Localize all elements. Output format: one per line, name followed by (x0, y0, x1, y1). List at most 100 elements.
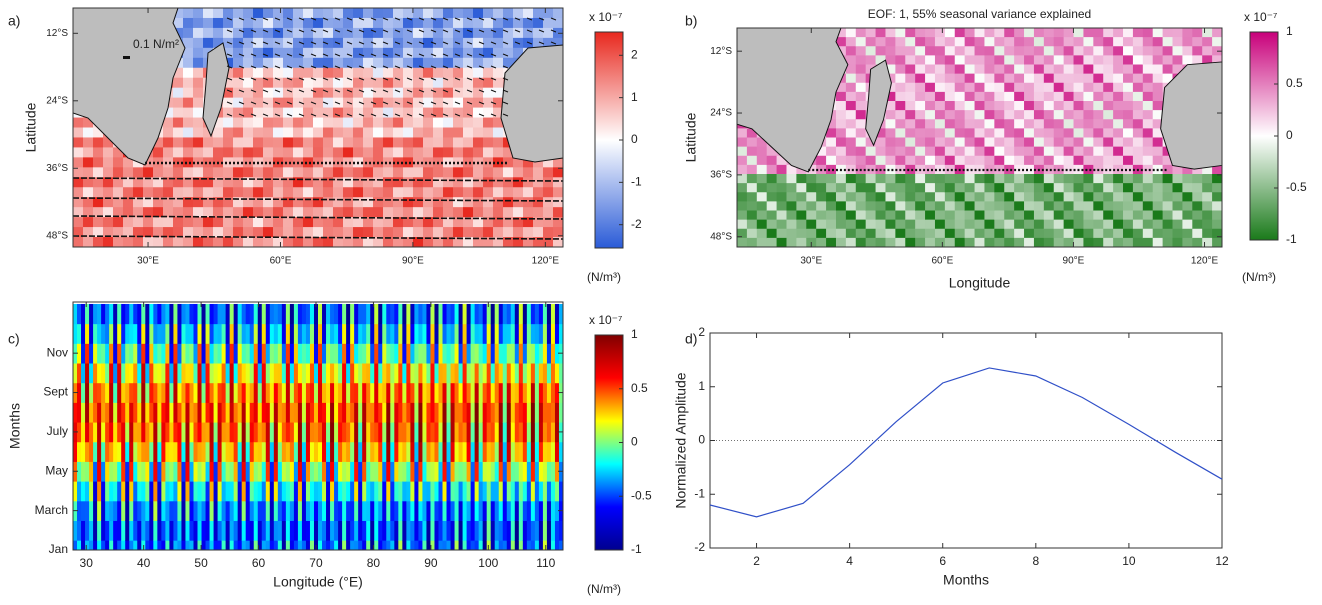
field-texture (413, 47, 424, 59)
field-texture (203, 17, 214, 29)
field-texture (450, 323, 456, 344)
field-texture (446, 422, 452, 443)
field-texture (326, 323, 331, 344)
field-texture (161, 520, 166, 541)
field-texture (466, 500, 472, 521)
field-texture (503, 187, 514, 198)
field-texture (173, 177, 184, 188)
field-texture (338, 481, 343, 502)
vector (514, 29, 521, 33)
field-texture (493, 167, 504, 178)
field-texture (353, 177, 364, 188)
field-texture (203, 37, 214, 49)
field-texture (213, 117, 224, 128)
field-texture (766, 174, 778, 184)
field-texture (221, 481, 227, 502)
vector (370, 53, 377, 57)
field-texture (413, 77, 424, 89)
field-texture (323, 87, 334, 99)
field-texture (1093, 110, 1104, 120)
field-texture (402, 402, 407, 423)
field-texture (558, 441, 563, 462)
field-texture (370, 441, 375, 462)
field-texture (1053, 137, 1065, 148)
field-texture (261, 500, 267, 521)
field-texture (133, 323, 138, 344)
field-texture (1103, 183, 1114, 193)
field-texture (330, 441, 335, 462)
field-texture (213, 197, 224, 208)
field-texture (538, 303, 544, 325)
field-texture (895, 28, 906, 38)
field-texture (233, 77, 244, 89)
field-texture (185, 323, 190, 344)
field-texture (343, 17, 354, 29)
field-texture (289, 402, 295, 423)
field-texture (403, 167, 414, 178)
field-texture (454, 402, 460, 423)
field-texture (293, 520, 299, 541)
field-texture (237, 422, 243, 443)
field-texture (410, 540, 415, 550)
field-texture (915, 46, 926, 56)
field-texture (273, 187, 284, 198)
field-texture (273, 227, 284, 238)
field-texture (1063, 37, 1075, 47)
field-texture (514, 343, 520, 364)
field-texture (406, 540, 411, 550)
field-texture (117, 343, 122, 364)
field-texture (241, 461, 247, 482)
vector (286, 29, 293, 33)
field-texture (463, 127, 474, 138)
field-texture (1033, 155, 1045, 166)
field-texture (243, 117, 254, 128)
field-texture (394, 363, 399, 384)
field-texture (342, 323, 347, 344)
field-texture (413, 17, 424, 29)
field-texture (318, 500, 323, 521)
field-texture (1103, 210, 1114, 221)
field-texture (343, 237, 354, 247)
field-texture (281, 323, 287, 344)
field-texture (513, 47, 524, 59)
vector (406, 77, 413, 81)
field-texture (1152, 37, 1164, 47)
vector (502, 101, 509, 105)
field-texture (313, 303, 319, 325)
field-texture (453, 217, 464, 228)
vector (274, 77, 281, 81)
field-texture (1083, 55, 1094, 65)
field-texture (253, 402, 259, 423)
field-texture (93, 147, 104, 158)
field-texture (523, 217, 534, 228)
field-texture (486, 520, 492, 541)
field-texture (934, 219, 946, 230)
vector (538, 41, 545, 45)
field-texture (1103, 237, 1114, 247)
field-texture (463, 217, 474, 228)
field-texture (490, 363, 496, 384)
field-texture (205, 441, 211, 462)
field-texture (518, 540, 524, 550)
field-texture (301, 323, 307, 344)
field-texture (281, 540, 287, 550)
field-texture (225, 520, 231, 541)
vector (226, 65, 233, 69)
field-texture (463, 207, 474, 218)
vector (298, 17, 305, 21)
field-texture (101, 422, 106, 443)
field-texture (493, 17, 504, 29)
field-texture (346, 363, 351, 384)
field-texture (173, 127, 184, 138)
vector (442, 101, 449, 105)
field-texture (163, 217, 174, 228)
field-texture (181, 402, 186, 423)
field-texture (1063, 137, 1075, 148)
field-texture (273, 8, 284, 19)
field-texture (1152, 219, 1164, 230)
field-texture (125, 343, 130, 364)
field-texture (283, 27, 294, 39)
field-texture (73, 303, 78, 325)
field-texture (342, 422, 347, 443)
field-texture (442, 303, 448, 325)
